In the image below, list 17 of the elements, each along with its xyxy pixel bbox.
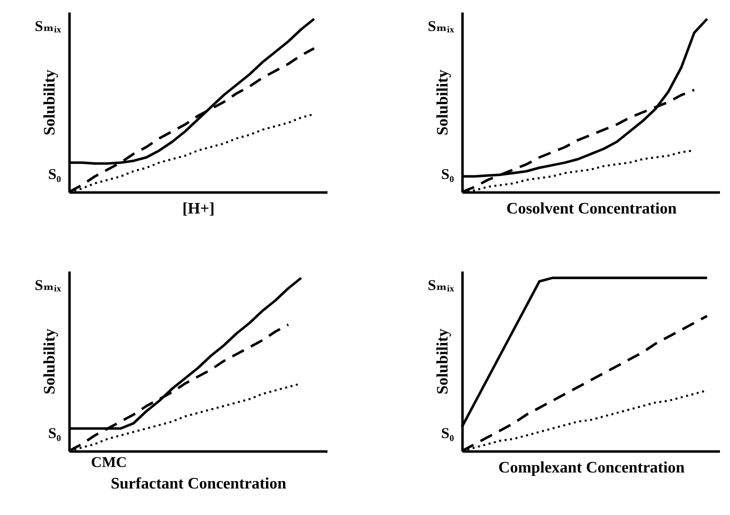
y-axis-title: Solubility (434, 328, 452, 394)
text: S₀ (48, 167, 62, 183)
text: Sₘᵢₓ (34, 278, 62, 294)
x-axis-title: Complexant Concentration (498, 460, 685, 476)
y-axis-title: Solubility (434, 70, 452, 136)
y-axis-title: Solubility (42, 328, 58, 394)
text: Sₘᵢₓ (428, 278, 455, 294)
text: Sₘᵢₓ (34, 19, 62, 35)
text: S₀ (441, 167, 454, 183)
text: Sₘᵢₓ (428, 19, 455, 35)
text: CMC (91, 455, 127, 471)
x-axis-title: [H+] (182, 200, 215, 218)
x-axis-title: Cosolvent Concentration (506, 200, 677, 218)
text: S₀ (48, 426, 62, 442)
text: S₀ (441, 426, 454, 442)
x-axis-title: Surfactant Concentration (110, 476, 286, 492)
y-axis-title: Solubility (42, 70, 58, 136)
